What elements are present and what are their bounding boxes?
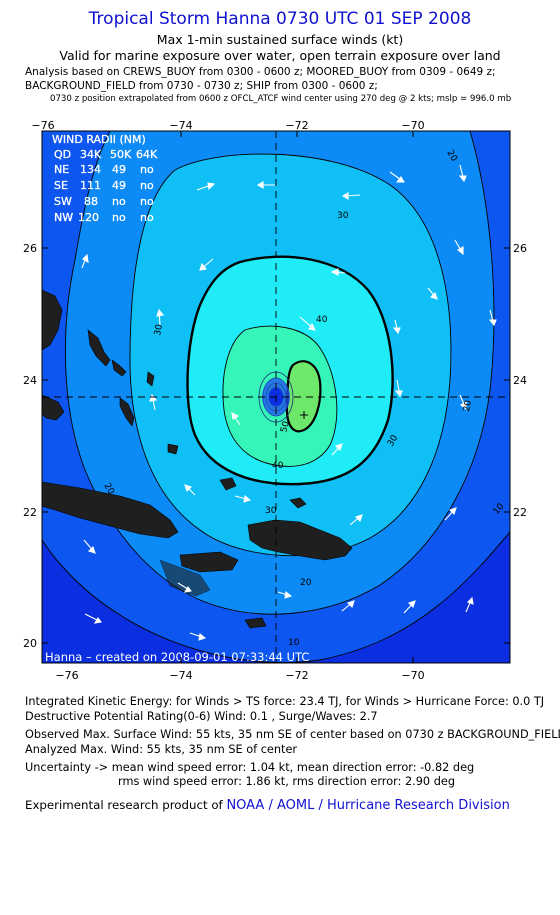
wind-radii-cell: 120 [78,211,99,224]
lon-ticks-top: −76 −74 −72 −70 [31,119,424,132]
wind-radii-table: WIND RADII (NM) QD 34K 50K 64K NE 134 49… [52,133,158,224]
land-puerto-rico [244,617,267,629]
lon-tick-label: −70 [401,119,424,132]
lon-tick-label: −72 [285,119,308,132]
lon-ticks-bottom: −76 −74 −72 −70 [55,669,424,682]
wind-radii-cell: no [140,163,154,176]
land-turks-caicos [289,497,307,509]
lat-tick-label: 20 [23,637,37,650]
wind-radii-header-row: QD 34K 50K 64K [54,148,158,161]
contour-label: 20 [300,578,312,588]
uncertainty-line1: Uncertainty -> mean wind speed error: 1.… [25,761,475,774]
lat-ticks-left: 26 24 22 20 [23,242,37,650]
product-prefix: Experimental research product of [25,798,227,812]
land-cuba-east [42,481,179,539]
product-credit: Experimental research product of NOAA / … [25,798,510,813]
map-frame [41,130,511,664]
analysis-sources-line2: BACKGROUND_FIELD from 0730 - 0730 z; SHI… [25,80,378,92]
wind-radii-cell: 49 [112,163,126,176]
contour-label: 30 [265,506,277,516]
dpr-line: Destructive Potential Rating(0-6) Wind: … [25,710,378,723]
wind-radii-header-cell: 50K [110,148,132,161]
wind-radii-row-se: SE 111 49 no [54,179,154,192]
land-hispaniola [247,519,353,561]
wind-radii-cell: no [112,211,126,224]
wind-radii-cell: SW [54,195,72,208]
contour-40-heavy [186,255,394,486]
analysis-position-note: 0730 z position extrapolated from 0600 z… [50,94,512,104]
contour-label: 40 [272,461,284,471]
contour-label: 50 [279,420,292,434]
lat-tick-label: 24 [23,374,37,387]
wind-radii-header-cell: QD [54,148,71,161]
wind-radii-cell: no [140,195,154,208]
contour-lines [42,131,510,663]
contour-label: 20 [462,399,474,412]
land-inagua [219,477,237,491]
land-cat-island [146,371,155,387]
lon-tick-label: −76 [55,669,78,682]
wind-arrows [81,164,497,641]
max-wind-marker [300,411,308,419]
wind-radii-cell: SE [54,179,68,192]
lat-tick-label: 22 [23,506,37,519]
wind-radii-cell: 111 [80,179,101,192]
page-title: Tropical Storm Hanna 0730 UTC 01 SEP 200… [88,9,472,29]
contour-label: 40 [316,315,328,325]
land-eleuthera [87,329,111,367]
contour-10 [42,531,510,663]
wind-field-map: −76 −74 −72 −70 −76 −74 −72 −70 26 24 22… [23,119,527,682]
wind-radii-cell: no [140,211,154,224]
contour-label: 30 [337,211,349,221]
wind-radii-header-cell: 64K [136,148,158,161]
lat-tick-label: 26 [513,242,527,255]
wind-radii-row-sw: SW 88 no no [54,195,154,208]
lon-tick-label: −72 [285,669,308,682]
contour-label: 10 [288,638,300,648]
analysis-sources-line1: Analysis based on CREWS_BUOY from 0300 -… [25,66,496,78]
wind-radii-cell: 134 [80,163,101,176]
wind-radii-cell: NE [54,163,69,176]
lon-tick-label: −76 [31,119,54,132]
wind-radii-row-ne: NE 134 49 no [54,163,154,176]
org-link[interactable]: NOAA / AOML / Hurricane Research Divisio… [226,798,510,813]
lat-ticks-right: 26 24 22 [513,242,527,519]
lon-tick-label: −74 [169,119,192,132]
wind-radii-row-nw: NW 120 no no [54,211,154,224]
wind-radii-cell: 49 [112,179,126,192]
land-crooked-island [167,443,179,455]
wind-radii-header-cell: 34K [80,148,102,161]
contour-label: 30 [153,323,165,336]
land-andros [42,289,63,351]
land-masses [42,289,353,629]
wind-radii-cell: no [140,179,154,192]
analyzed-max-wind: Analyzed Max. Wind: 55 kts, 35 nm SE of … [25,743,298,756]
lat-tick-label: 22 [513,506,527,519]
wind-radii-cell: NW [54,211,73,224]
wind-radii-title: WIND RADII (NM) [52,133,146,146]
ike-line: Integrated Kinetic Energy: for Winds > T… [25,695,545,708]
observed-max-wind: Observed Max. Surface Wind: 55 kts, 35 n… [25,728,560,741]
wind-radii-cell: 88 [84,195,98,208]
contour-30 [129,153,452,557]
uncertainty-line2: rms wind speed error: 1.86 kt, rms direc… [118,775,455,788]
contour-20 [64,131,495,615]
wind-radii-cell: no [112,195,126,208]
lat-tick-label: 26 [23,242,37,255]
land-exuma [111,359,127,377]
subtitle-wind-type: Max 1-min sustained surface winds (kt) [156,32,404,47]
land-long-island [119,397,135,427]
lon-tick-label: −74 [169,669,192,682]
lon-tick-label: −70 [401,669,424,682]
center-crosshair [42,131,510,663]
tick-marks [42,131,510,663]
land-jamaica [179,551,239,573]
contour-50 [222,325,338,467]
land-andros-south [42,394,65,421]
map-credit: Hanna – created on 2008-09-01 07:33:44 U… [45,650,309,664]
lat-tick-label: 24 [513,374,527,387]
land-cuba-south-coast [159,559,211,597]
subtitle-exposure: Valid for marine exposure over water, op… [59,48,501,63]
